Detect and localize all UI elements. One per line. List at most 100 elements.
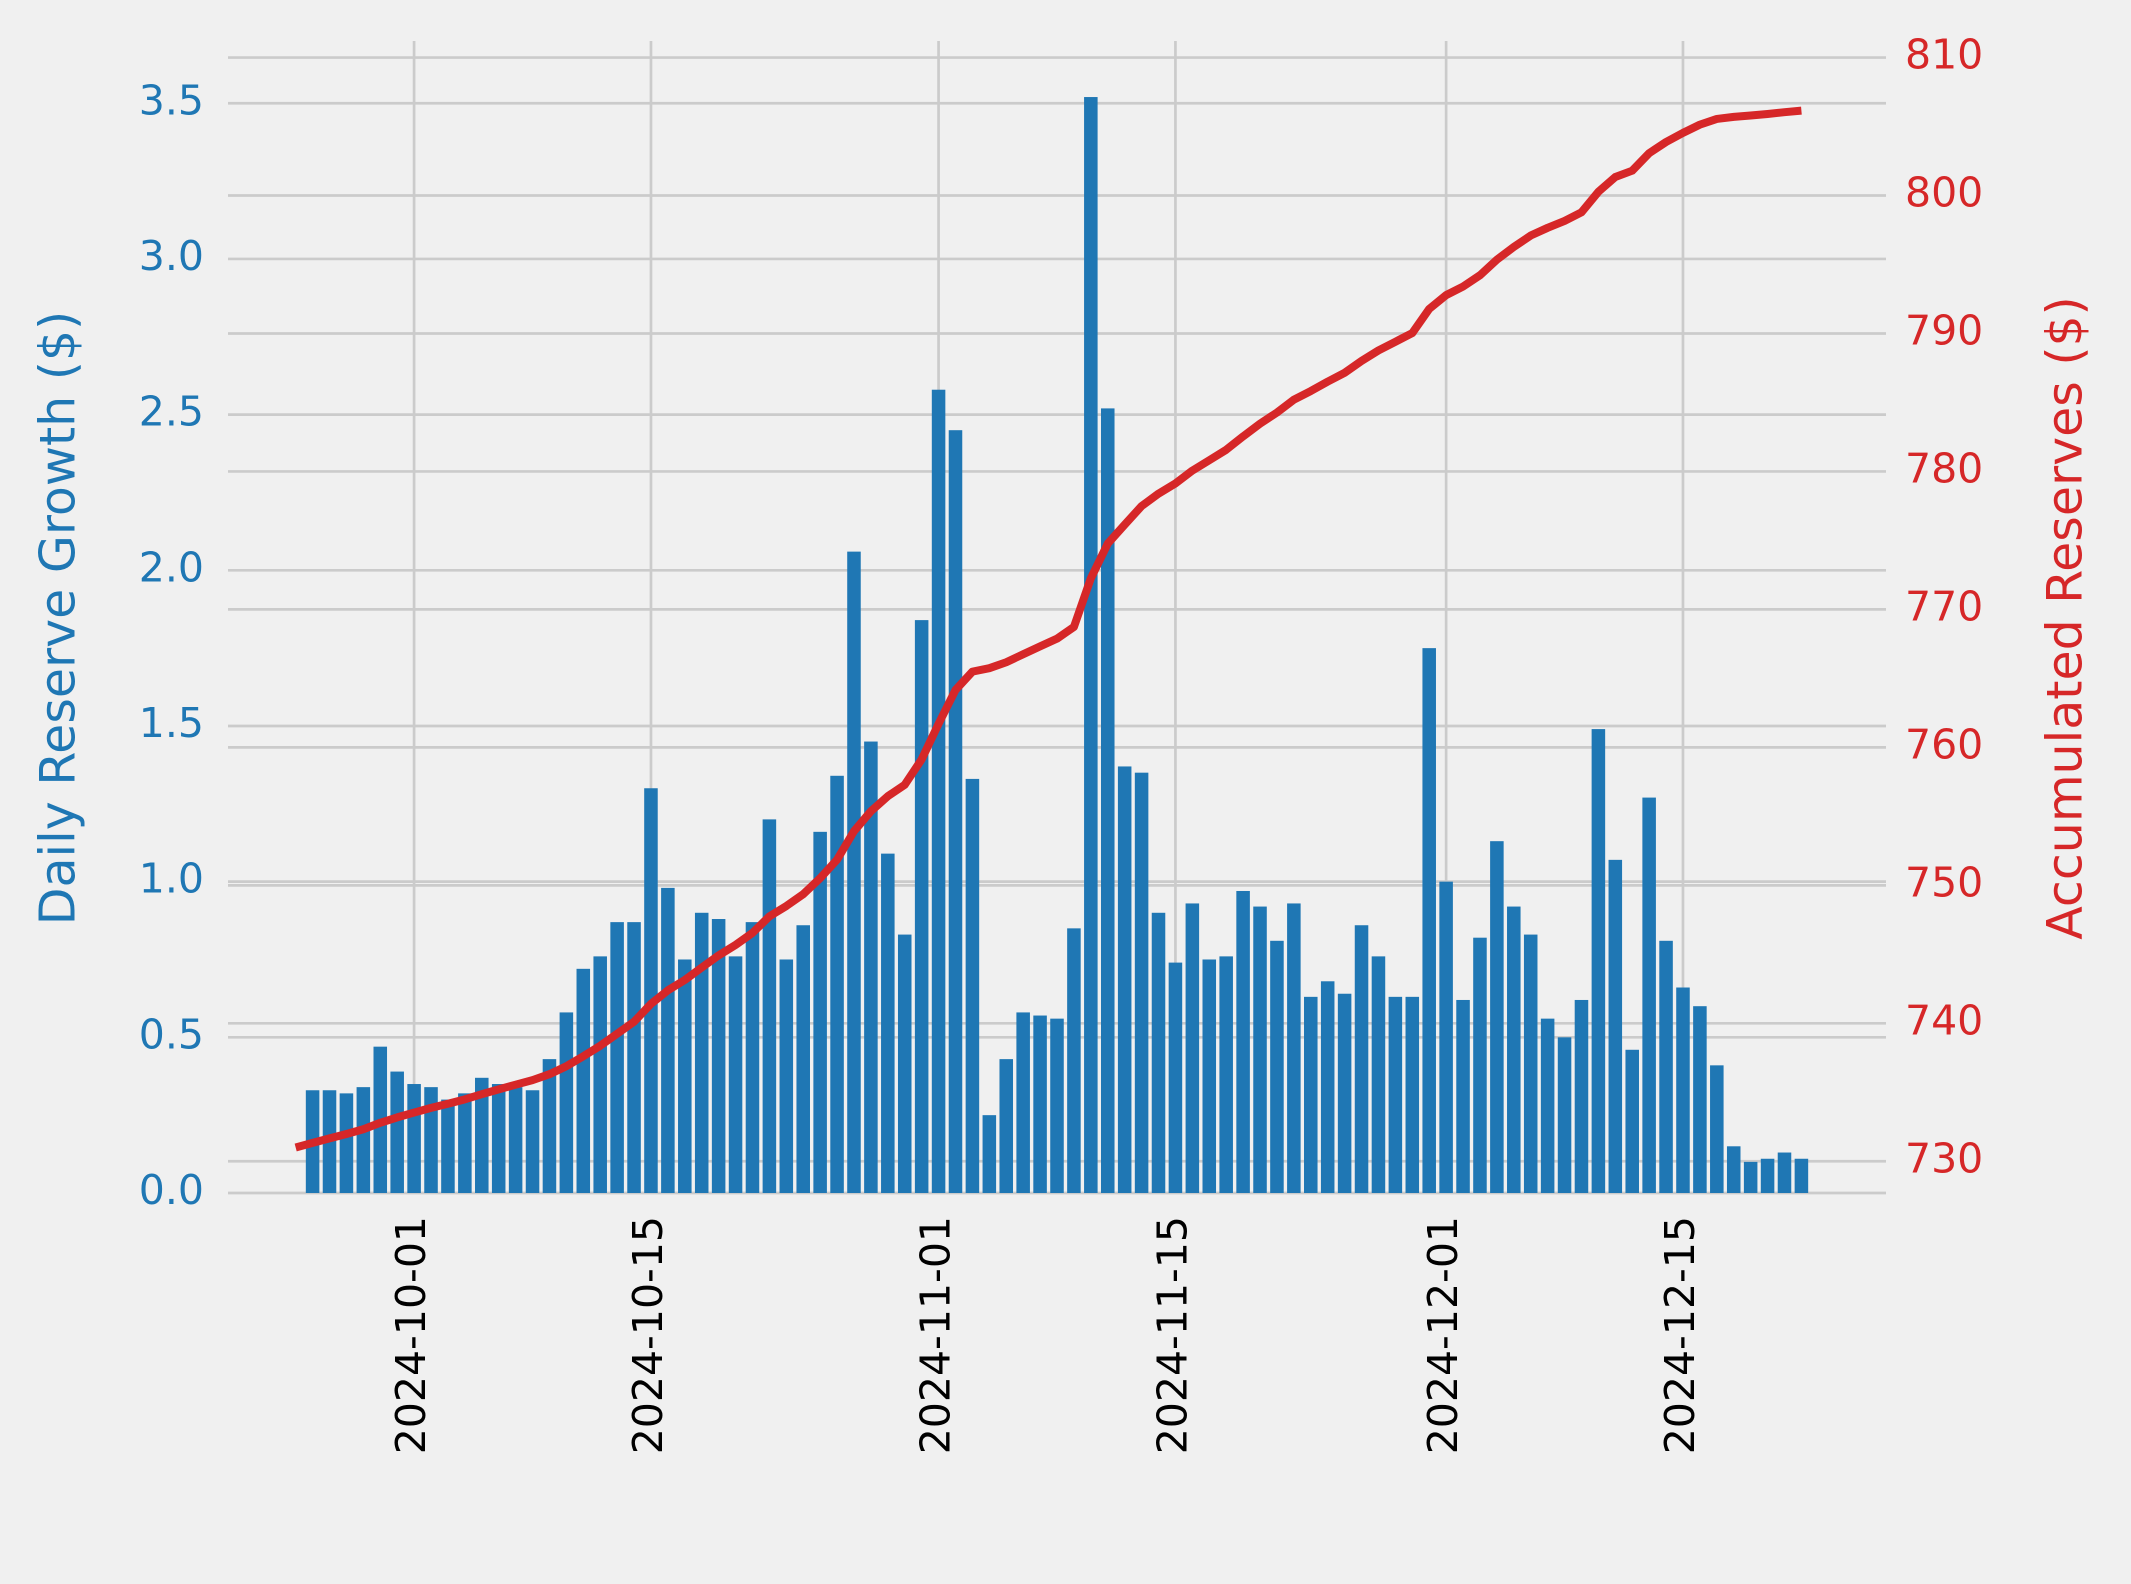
bar	[1117, 766, 1132, 1193]
bar	[542, 1059, 557, 1193]
bar	[881, 853, 895, 1193]
bar	[610, 922, 624, 1193]
y-tick-label: 1.5	[139, 699, 204, 747]
bar	[1151, 912, 1166, 1193]
y-tick-label: 3.5	[139, 76, 204, 124]
bar	[1354, 925, 1369, 1193]
bar	[1337, 993, 1352, 1193]
bar	[559, 1012, 574, 1193]
bar	[576, 968, 591, 1193]
y2-tick-label: 760	[1905, 720, 1983, 768]
bar	[1710, 1065, 1724, 1193]
bar	[1726, 1146, 1741, 1193]
bar	[1304, 996, 1318, 1193]
bar	[593, 956, 607, 1193]
y-axis-label: Daily Reserve Growth ($)	[30, 311, 87, 925]
y2-tick-label: 800	[1905, 169, 1983, 217]
bar	[1693, 1006, 1707, 1193]
bar	[1439, 881, 1453, 1193]
bar	[458, 1093, 472, 1193]
bar	[1134, 772, 1149, 1193]
bar	[491, 1084, 506, 1193]
y-tick-label: 0.5	[139, 1010, 204, 1058]
bar	[441, 1099, 455, 1193]
y-tick-label: 2.0	[139, 543, 204, 591]
bar	[1557, 1037, 1572, 1193]
bar	[1405, 996, 1420, 1193]
bar	[982, 1115, 997, 1193]
bar	[678, 959, 692, 1193]
bar	[1523, 934, 1538, 1193]
bar	[1540, 1018, 1555, 1193]
bar	[694, 912, 709, 1193]
y2-tick-label: 790	[1905, 306, 1983, 354]
bar	[339, 1093, 354, 1193]
bar	[1625, 1049, 1639, 1193]
bar	[864, 741, 878, 1193]
bar	[1777, 1152, 1792, 1193]
bar	[407, 1084, 421, 1193]
bar	[1422, 648, 1436, 1193]
y-tick-label: 2.5	[139, 388, 204, 436]
bar	[1236, 890, 1250, 1193]
bar	[1033, 1015, 1047, 1193]
bar	[1202, 959, 1217, 1193]
bar	[1760, 1158, 1775, 1193]
bar	[830, 775, 844, 1193]
x-tick-label: 2024-12-01	[1419, 1216, 1467, 1454]
bar	[728, 956, 743, 1193]
x-tick-label: 2024-11-01	[912, 1216, 960, 1454]
bar	[1100, 408, 1115, 1193]
y2-tick-label: 810	[1905, 31, 1983, 79]
y-tick-label: 3.0	[139, 232, 204, 280]
bar	[711, 919, 726, 1193]
bar	[1507, 906, 1521, 1193]
y2-tick-label: 770	[1905, 582, 1983, 630]
bar	[1253, 906, 1267, 1193]
bar	[1270, 940, 1284, 1193]
bar	[813, 831, 827, 1193]
bar	[1287, 903, 1301, 1193]
bar	[1185, 903, 1200, 1193]
bar	[1050, 1018, 1064, 1193]
bar	[914, 620, 929, 1193]
bar	[1743, 1161, 1758, 1193]
bar	[508, 1087, 523, 1193]
x-tick-label: 2024-12-15	[1656, 1216, 1704, 1454]
bar	[1016, 1012, 1030, 1193]
bar	[1067, 928, 1081, 1193]
bar	[847, 551, 861, 1193]
bar	[525, 1090, 540, 1193]
bar	[1608, 859, 1623, 1193]
y2-tick-label: 730	[1905, 1134, 1983, 1182]
bar	[1574, 999, 1589, 1193]
x-tick-label: 2024-10-15	[624, 1216, 672, 1454]
bar	[1794, 1158, 1809, 1193]
bar	[627, 922, 641, 1193]
bar	[390, 1071, 404, 1193]
bar	[356, 1087, 371, 1193]
bar	[644, 788, 658, 1193]
y2-tick-label: 780	[1905, 444, 1983, 492]
bar	[475, 1077, 489, 1193]
y2-tick-label: 750	[1905, 858, 1983, 906]
line	[294, 106, 1802, 1152]
bar	[1168, 962, 1183, 1193]
bar	[1219, 956, 1233, 1193]
bar	[1490, 841, 1504, 1193]
bar	[745, 922, 760, 1193]
bar	[1371, 956, 1386, 1193]
bar	[1388, 996, 1403, 1193]
bar	[1084, 97, 1098, 1194]
bar	[424, 1087, 438, 1193]
bar	[1456, 999, 1470, 1193]
bar	[779, 959, 794, 1193]
y2-axis-label: Accumulated Reserves ($)	[2037, 296, 2094, 940]
bar	[1473, 937, 1487, 1193]
bar	[999, 1059, 1014, 1193]
bar	[897, 934, 912, 1193]
y2-tick-label: 740	[1905, 996, 1983, 1044]
y-tick-label: 0.0	[139, 1166, 204, 1214]
bar	[762, 819, 777, 1193]
